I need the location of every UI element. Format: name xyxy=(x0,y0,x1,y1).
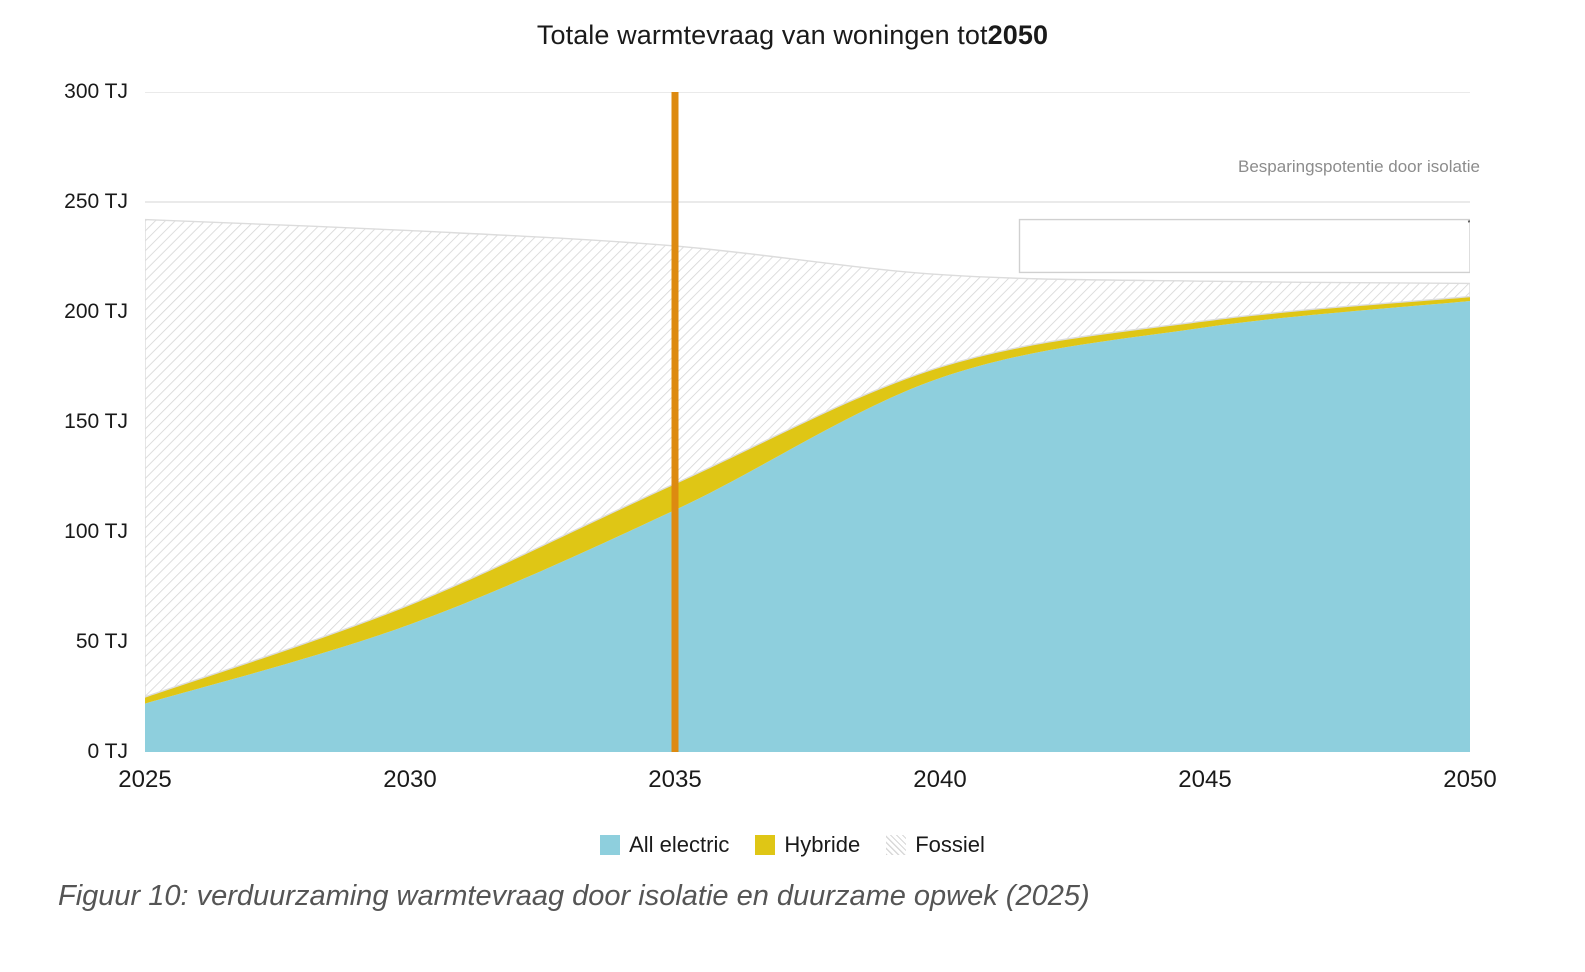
annotation-callout xyxy=(1018,218,1470,274)
plot-area xyxy=(145,92,1470,752)
y-axis-tick-label: 0 TJ xyxy=(87,740,128,763)
x-axis-tick-label: 2035 xyxy=(648,766,702,793)
x-axis-tick-label: 2040 xyxy=(913,766,967,793)
figure-caption: Figuur 10: verduurzaming warmtevraag doo… xyxy=(58,880,1090,912)
legend-swatch-icon xyxy=(886,835,907,855)
x-axis-tick-label: 2030 xyxy=(383,766,437,793)
legend-item[interactable]: Fossiel xyxy=(886,832,985,858)
legend-item[interactable]: All electric xyxy=(600,832,729,858)
y-axis-tick-label: 300 TJ xyxy=(64,80,128,103)
x-axis-labels: 2025 2030 2035 2040 2045 2050 xyxy=(0,766,1585,806)
y-axis-labels: 0 TJ 50 TJ 100 TJ 150 TJ 200 TJ 250 TJ 300 TJ xyxy=(0,80,128,763)
area-series-hybride xyxy=(145,296,1470,704)
legend-item-label: Fossiel xyxy=(915,832,985,857)
y-axis-tick-label: 250 TJ xyxy=(64,190,128,213)
chart-title-bold: 2050 xyxy=(987,20,1049,50)
y-axis-tick-label: 200 TJ xyxy=(64,300,128,323)
y-axis-tick-label: 50 TJ xyxy=(75,630,128,653)
y-axis-tick-label: 150 TJ xyxy=(64,410,128,433)
x-axis-tick-label: 2050 xyxy=(1443,766,1497,793)
legend-swatch-icon xyxy=(600,835,621,855)
area-series-fossiel xyxy=(145,218,1470,698)
series-areas xyxy=(145,218,1470,752)
chart-canvas xyxy=(145,92,1470,752)
annotation-label: Besparingspotentie door isolatie xyxy=(1238,157,1480,176)
legend-swatch-icon xyxy=(755,835,776,855)
legend-item[interactable]: Hybride xyxy=(755,832,860,858)
annotation-leader-line xyxy=(1467,220,1470,223)
chart-legend: All electric Hybride Fossiel xyxy=(0,832,1585,858)
y-axis-tick-label: 100 TJ xyxy=(64,520,128,543)
annotation-mask-box xyxy=(1018,218,1470,274)
legend-item-label: All electric xyxy=(629,832,730,857)
chart-title-normal: Totale warmtevraag van woningen tot xyxy=(536,20,988,50)
x-axis-tick-label: 2045 xyxy=(1178,766,1232,793)
legend-item-label: Hybride xyxy=(784,832,861,857)
chart-title: Totale warmtevraag van woningen tot2050 xyxy=(0,20,1585,51)
area-series-all-electric xyxy=(145,301,1470,752)
x-axis-tick-label: 2025 xyxy=(118,766,172,793)
